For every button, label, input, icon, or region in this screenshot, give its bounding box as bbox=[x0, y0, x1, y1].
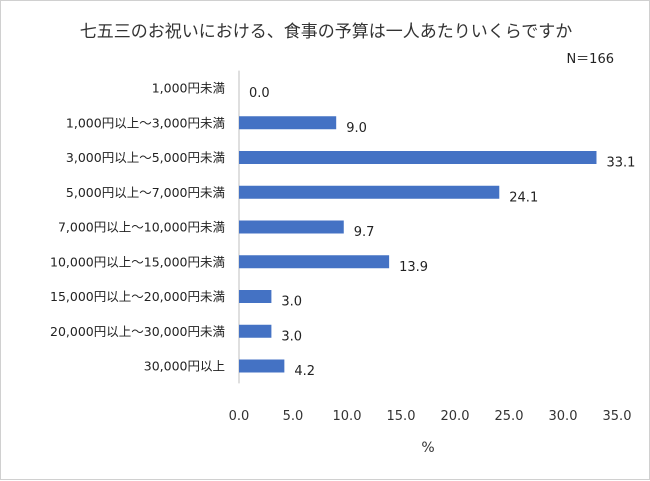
value-label: 3.0 bbox=[281, 295, 302, 310]
value-label: 0.0 bbox=[249, 86, 270, 101]
value-label: 9.0 bbox=[346, 121, 367, 136]
bar bbox=[239, 290, 272, 303]
category-label: 5,000円以上～7,000円未満 bbox=[66, 185, 225, 200]
category-labels: 1,000円未満 1,000円以上～3,000円未満 3,000円以上～5,000円… bbox=[50, 81, 225, 374]
bar bbox=[239, 324, 272, 338]
value-label: 24.1 bbox=[509, 190, 538, 205]
value-label: 33.1 bbox=[606, 156, 635, 171]
value-label: 4.2 bbox=[294, 364, 315, 379]
category-label: 3,000円以上～5,000円未満 bbox=[66, 150, 225, 165]
x-tick-label: 15.0 bbox=[387, 409, 416, 424]
bar bbox=[239, 255, 390, 269]
x-tick-label: 0.0 bbox=[229, 409, 250, 424]
category-label: 10,000円以上～15,000円未満 bbox=[50, 254, 225, 269]
value-label: 13.9 bbox=[399, 260, 428, 275]
x-tick-label: 25.0 bbox=[495, 409, 524, 424]
bar bbox=[239, 220, 344, 234]
x-axis-label: % bbox=[421, 440, 434, 456]
category-label: 7,000円以上～10,000円未満 bbox=[58, 220, 225, 235]
value-labels: 0.0 9.0 33.1 24.1 9.7 13.9 3.0 3.0 4.2 bbox=[249, 86, 635, 379]
bars bbox=[239, 116, 597, 373]
category-label: 30,000円以上 bbox=[144, 359, 225, 374]
x-tick-label: 5.0 bbox=[283, 409, 304, 424]
x-tick-label: 30.0 bbox=[549, 409, 578, 424]
x-tick-label: 20.0 bbox=[441, 409, 470, 424]
bar bbox=[239, 359, 285, 373]
category-label: 1,000円未満 bbox=[152, 81, 225, 96]
x-tick-label: 35.0 bbox=[603, 409, 632, 424]
category-label: 20,000円以上～30,000円未満 bbox=[50, 324, 225, 339]
x-axis-ticks: 0.0 5.0 10.0 15.0 20.0 25.0 30.0 35.0 bbox=[229, 409, 632, 424]
chart-title: 七五三のお祝いにおける、食事の予算は一人あたりいくらですか bbox=[80, 22, 573, 42]
bar bbox=[239, 185, 500, 199]
category-label: 1,000円以上～3,000円未満 bbox=[66, 115, 225, 130]
value-label: 3.0 bbox=[281, 329, 302, 344]
category-label: 15,000円以上～20,000円未満 bbox=[50, 289, 225, 304]
bar bbox=[239, 116, 337, 130]
x-tick-label: 10.0 bbox=[333, 409, 362, 424]
sample-size-note: N＝166 bbox=[566, 52, 614, 67]
bar bbox=[239, 151, 597, 164]
value-label: 9.7 bbox=[354, 225, 375, 240]
